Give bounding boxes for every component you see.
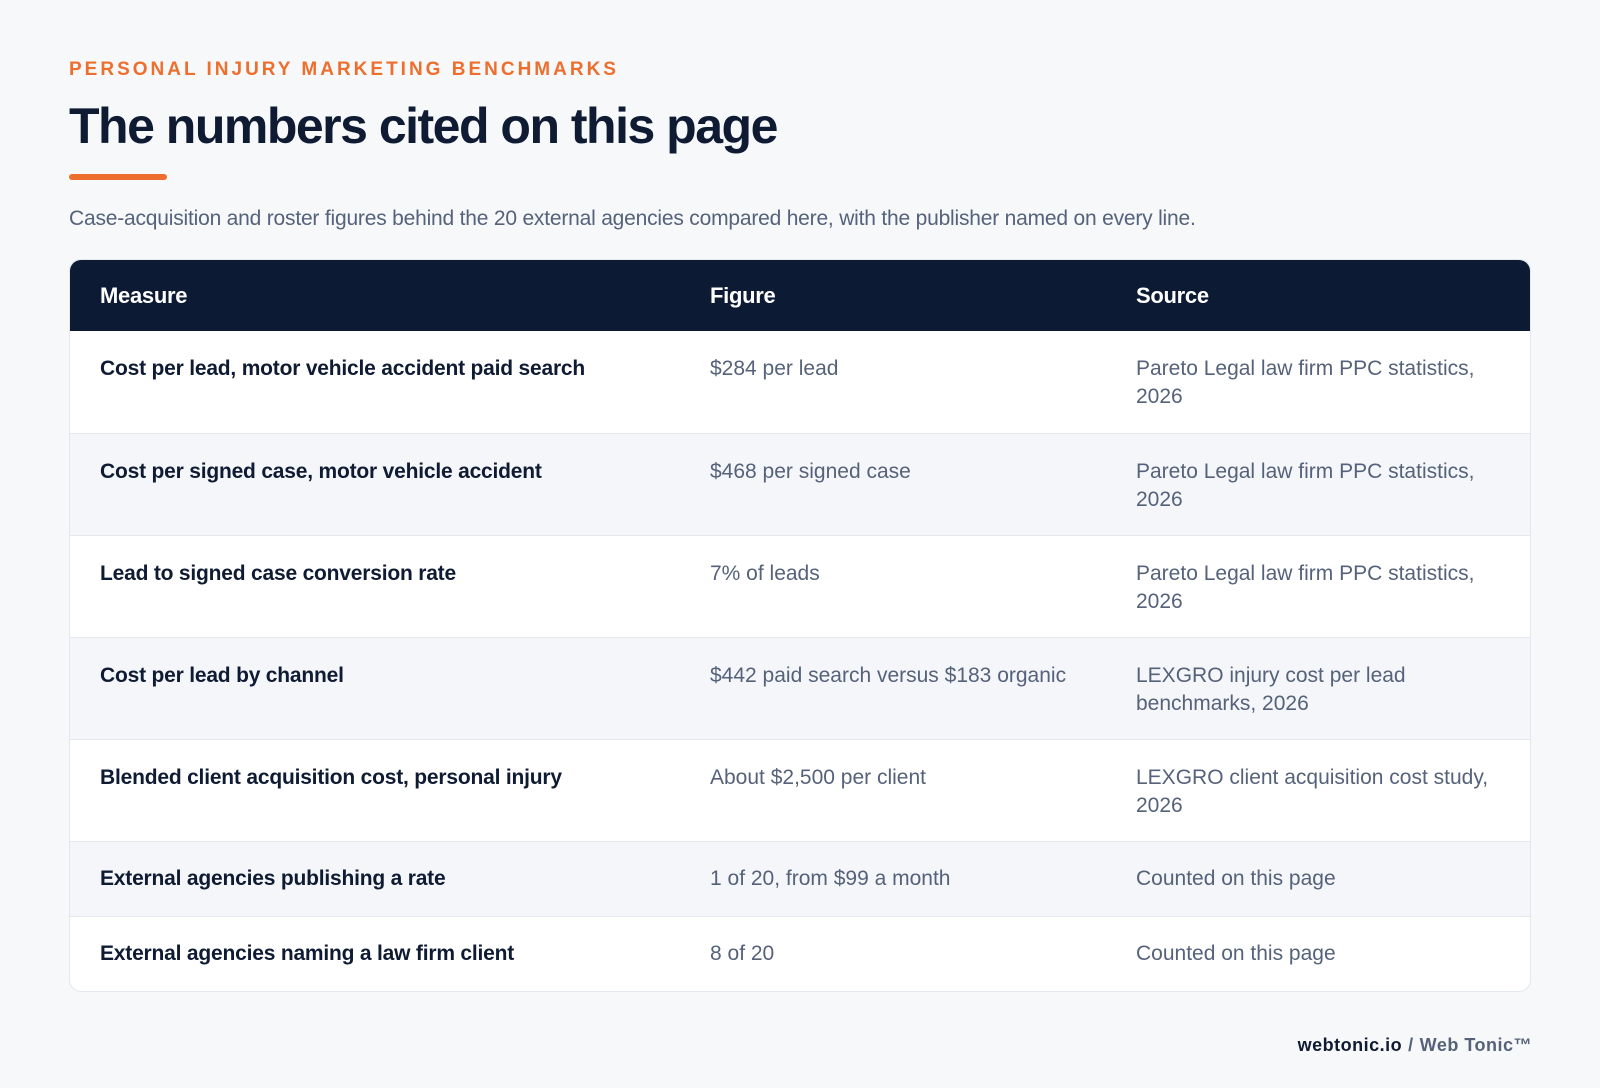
measure-cell: Blended client acquisition cost, persona… (100, 765, 562, 789)
figure-cell: 8 of 20 (710, 941, 775, 965)
footer-credit: webtonic.io / Web Tonic™ (1298, 1033, 1532, 1057)
footer-separator: / (1408, 1035, 1414, 1055)
measure-cell: External agencies naming a law firm clie… (100, 941, 515, 965)
table-row: External agencies publishing a rate 1 of… (70, 841, 1530, 916)
footer-brand: Web Tonic™ (1419, 1035, 1532, 1055)
column-header-measure: Measure (100, 282, 188, 308)
measure-cell: Cost per signed case, motor vehicle acci… (100, 459, 542, 483)
measure-cell: Lead to signed case conversion rate (100, 561, 456, 585)
benchmarks-table: Measure Figure Source Cost per lead, mot… (70, 260, 1530, 991)
figure-cell: 7% of leads (710, 561, 820, 585)
table-row: External agencies naming a law firm clie… (70, 916, 1530, 991)
page-subtitle: Case-acquisition and roster figures behi… (69, 207, 1196, 230)
table-header-row: Measure Figure Source (70, 260, 1530, 331)
table-row: Lead to signed case conversion rate 7% o… (70, 535, 1530, 637)
measure-cell: Cost per lead, motor vehicle accident pa… (100, 357, 586, 380)
figure-cell: 1 of 20, from $99 a month (710, 866, 951, 890)
column-header-figure: Figure (710, 282, 776, 308)
source-cell: LEXGRO injury cost per lead benchmarks, … (1136, 663, 1406, 715)
source-cell: Pareto Legal law firm PPC statistics, 20… (1136, 459, 1475, 511)
source-cell: Counted on this page (1136, 941, 1336, 965)
footer-domain: webtonic.io (1297, 1035, 1403, 1055)
measure-cell: Cost per lead by channel (100, 663, 344, 687)
benchmarks-table-card: Measure Figure Source Cost per lead, mot… (69, 259, 1531, 992)
table-row: Blended client acquisition cost, persona… (70, 739, 1530, 841)
source-cell: Counted on this page (1136, 866, 1336, 890)
source-cell: LEXGRO client acquisition cost study, 20… (1136, 765, 1489, 817)
figure-cell: About $2,500 per client (710, 765, 926, 789)
measure-cell: External agencies publishing a rate (100, 866, 446, 890)
figure-cell: $284 per lead (710, 357, 839, 380)
source-cell: Pareto Legal law firm PPC statistics, 20… (1136, 357, 1475, 408)
table-row: Cost per signed case, motor vehicle acci… (70, 433, 1530, 535)
column-header-source: Source (1136, 282, 1209, 308)
source-cell: Pareto Legal law firm PPC statistics, 20… (1136, 561, 1475, 613)
title-accent-divider (69, 174, 167, 180)
eyebrow-label: PERSONAL INJURY MARKETING BENCHMARKS (69, 59, 619, 80)
table-row: Cost per lead by channel $442 paid searc… (70, 637, 1530, 739)
table-header: Measure Figure Source (70, 260, 1530, 331)
page-title: The numbers cited on this page (69, 98, 778, 154)
figure-cell: $468 per signed case (710, 459, 911, 483)
table-row: Cost per lead, motor vehicle accident pa… (70, 331, 1530, 433)
table-body: Cost per lead, motor vehicle accident pa… (70, 331, 1530, 991)
figure-cell: $442 paid search versus $183 organic (710, 663, 1067, 687)
